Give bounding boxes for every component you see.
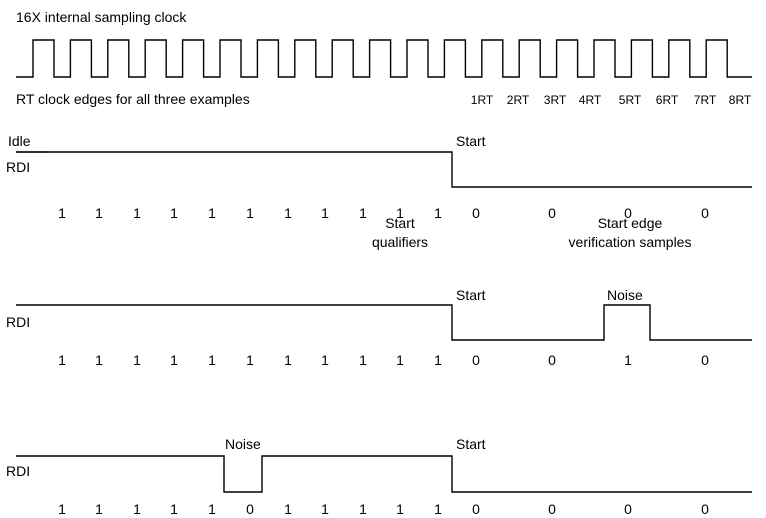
sample-value: 1 (396, 501, 404, 517)
sample-value: 1 (396, 352, 404, 368)
idle-label: Idle (8, 133, 31, 149)
rt-edge-labels: 1RT 2RT 3RT 4RT 5RT 6RT 7RT 8RT (471, 93, 752, 107)
rt-label: 4RT (579, 93, 602, 107)
rt-label: 5RT (619, 93, 642, 107)
sample-value: 0 (701, 501, 709, 517)
sample-value: 1 (95, 501, 103, 517)
annotation-start-qualifiers-line2: qualifiers (372, 234, 428, 250)
rt-label: 2RT (507, 93, 530, 107)
sample-value: 1 (321, 501, 329, 517)
sample-value: 1 (624, 352, 632, 368)
sample-value: 0 (624, 205, 632, 221)
sample-value: 1 (321, 205, 329, 221)
sample-value: 0 (548, 501, 556, 517)
annotation-start-qualifiers-line1: Start (385, 215, 415, 231)
rdi-label: RDI (6, 314, 30, 330)
sample-value: 1 (284, 501, 292, 517)
sample-value: 0 (548, 205, 556, 221)
sample-value: 1 (246, 205, 254, 221)
rt-label: 6RT (656, 93, 679, 107)
rt-label: 1RT (471, 93, 494, 107)
sample-value: 1 (396, 205, 404, 221)
sample-value: 1 (359, 352, 367, 368)
sample-value: 1 (359, 205, 367, 221)
sample-value: 0 (472, 501, 480, 517)
example-1: Idle Start RDI 1 1 1 1 1 1 1 1 1 1 1 0 0 0 0 Start qua… (6, 133, 752, 250)
noise-label: Noise (225, 436, 261, 452)
sample-value: 0 (472, 352, 480, 368)
sample-value: 1 (284, 205, 292, 221)
clock-title: 16X internal sampling clock (16, 9, 187, 25)
sample-value: 1 (434, 352, 442, 368)
sample-value: 1 (434, 501, 442, 517)
rdi-label: RDI (6, 159, 30, 175)
sample-value: 1 (58, 205, 66, 221)
noise-label: Noise (607, 287, 643, 303)
sample-value: 0 (701, 352, 709, 368)
rdi-waveform (16, 151, 752, 188)
sample-value: 1 (284, 352, 292, 368)
example-2: Start Noise RDI 1 1 1 1 1 1 1 1 1 1 1 0 0 1 0 (6, 287, 752, 368)
sample-value: 1 (133, 352, 141, 368)
sample-value: 1 (58, 501, 66, 517)
sample-value: 1 (133, 205, 141, 221)
sample-value: 1 (170, 501, 178, 517)
rdi-waveform (16, 455, 752, 493)
sample-value: 1 (170, 352, 178, 368)
rt-label: 3RT (544, 93, 567, 107)
sample-value: 1 (208, 205, 216, 221)
annotation-verification-line1: Start edge (598, 215, 663, 231)
sample-values: 1 1 1 1 1 1 1 1 1 1 1 0 0 0 0 (58, 205, 709, 221)
sample-values: 1 1 1 1 1 0 1 1 1 1 1 0 0 0 0 (58, 501, 709, 517)
sample-value: 1 (95, 352, 103, 368)
sample-value: 0 (548, 352, 556, 368)
sample-value: 1 (58, 352, 66, 368)
rt-label: 8RT (729, 93, 752, 107)
start-label: Start (456, 287, 486, 303)
sample-value: 0 (624, 501, 632, 517)
start-label: Start (456, 436, 486, 452)
rt-label: 7RT (694, 93, 717, 107)
sample-value: 0 (472, 205, 480, 221)
sample-value: 1 (208, 352, 216, 368)
sample-value: 1 (321, 352, 329, 368)
example-3: Noise Start RDI 1 1 1 1 1 0 1 1 1 1 1 0 0 0 0 (6, 436, 752, 517)
sample-value: 1 (133, 501, 141, 517)
sample-value: 1 (208, 501, 216, 517)
sample-values: 1 1 1 1 1 1 1 1 1 1 1 0 0 1 0 (58, 352, 709, 368)
sample-value: 0 (246, 501, 254, 517)
sampling-clock-waveform (16, 39, 752, 78)
sample-value: 1 (170, 205, 178, 221)
rdi-waveform (16, 304, 752, 341)
sample-value: 1 (95, 205, 103, 221)
annotation-verification-line2: verification samples (569, 234, 692, 250)
rdi-label: RDI (6, 463, 30, 479)
start-label: Start (456, 133, 486, 149)
sample-value: 0 (701, 205, 709, 221)
rt-caption: RT clock edges for all three examples (16, 91, 250, 107)
sample-value: 1 (246, 352, 254, 368)
sample-value: 1 (359, 501, 367, 517)
sample-value: 1 (434, 205, 442, 221)
